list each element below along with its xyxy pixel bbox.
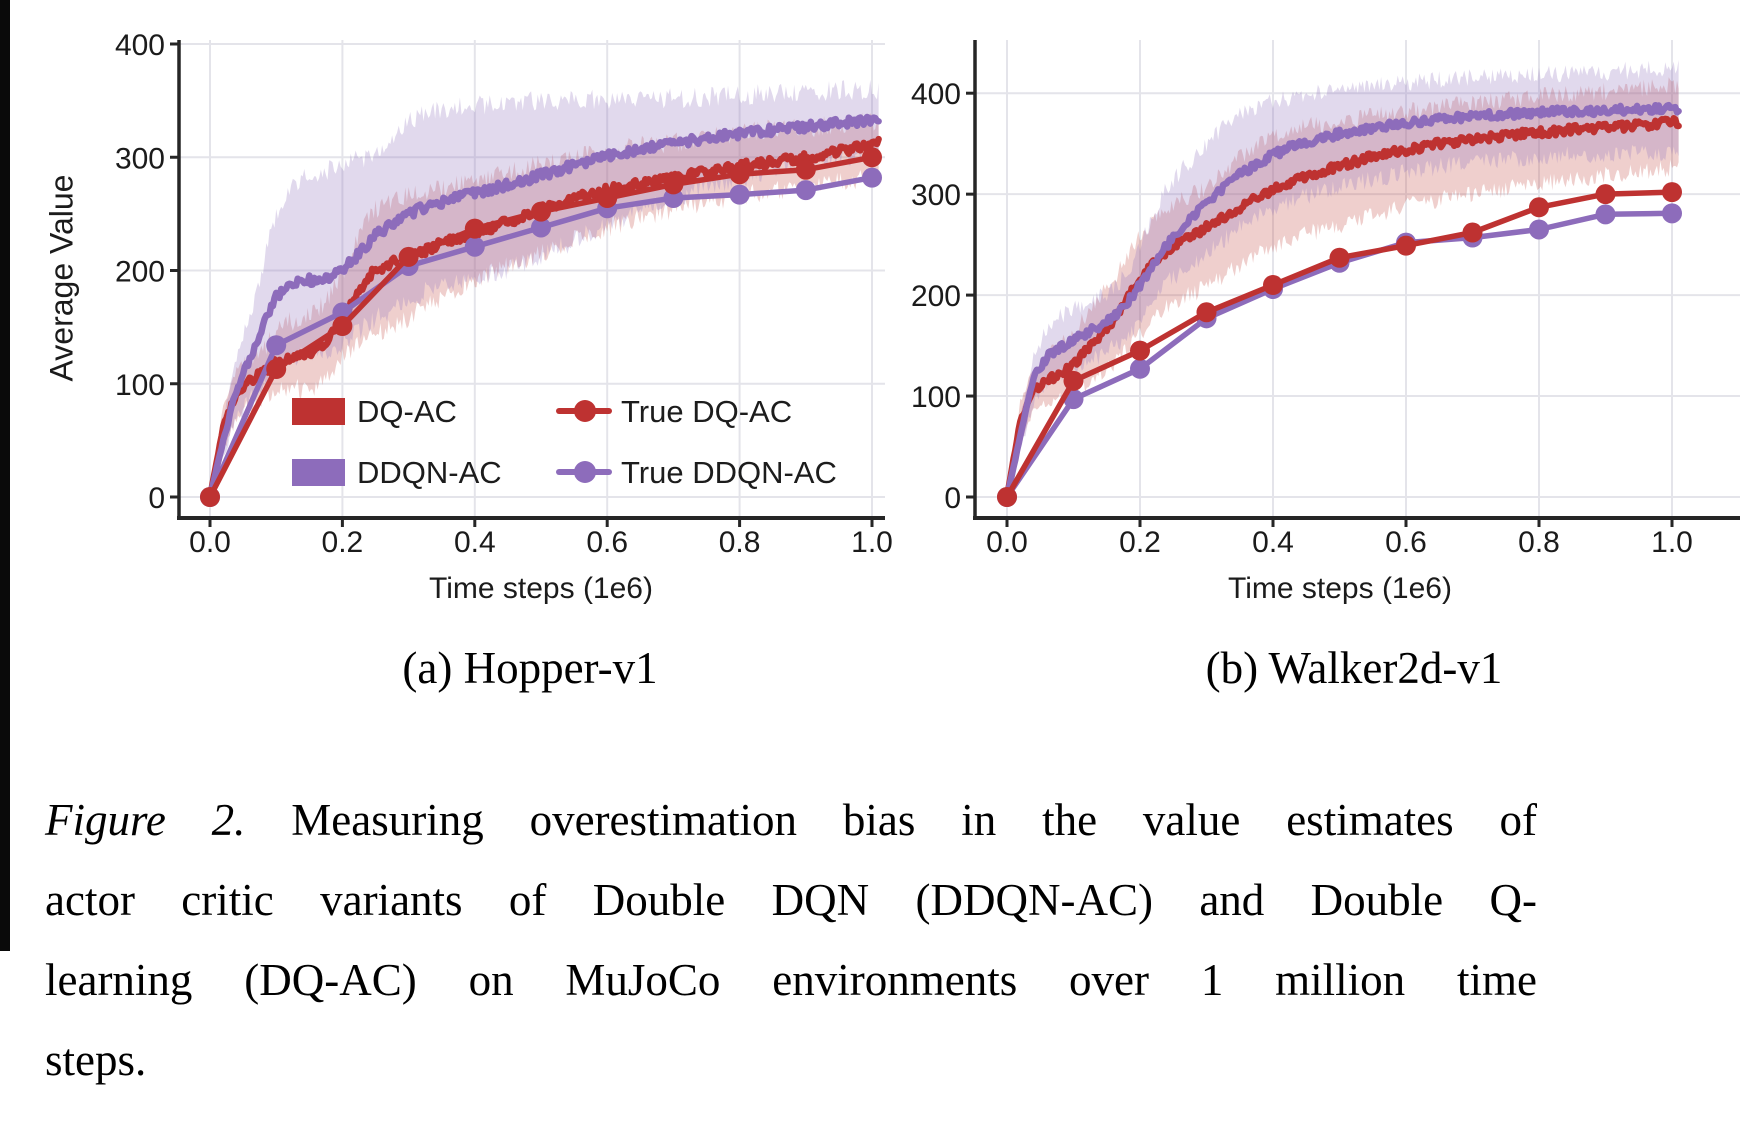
svg-text:400: 400 bbox=[911, 78, 961, 111]
svg-text:0.6: 0.6 bbox=[1385, 526, 1427, 559]
svg-text:0.4: 0.4 bbox=[454, 526, 496, 559]
caption-line-1-text: Measuring overestimation bias in the val… bbox=[245, 795, 1537, 845]
legend-dot-true-dq-ac bbox=[574, 400, 596, 422]
subcaption-hopper: (a) Hopper-v1 bbox=[402, 643, 658, 693]
svg-text:0.8: 0.8 bbox=[719, 526, 761, 559]
legend-label-true-dq-ac: True DQ-AC bbox=[621, 394, 793, 429]
legend-swatch-ddqn-ac bbox=[292, 459, 345, 486]
svg-text:300: 300 bbox=[115, 142, 165, 175]
legend-swatch-dq-ac bbox=[292, 398, 345, 425]
svg-text:1.0: 1.0 bbox=[1651, 526, 1693, 559]
svg-text:0.2: 0.2 bbox=[322, 526, 364, 559]
x-axis-label-walker: Time steps (1e6) bbox=[1228, 572, 1452, 605]
svg-text:0.6: 0.6 bbox=[586, 526, 628, 559]
caption-figure-number: Figure 2. bbox=[45, 795, 246, 845]
svg-text:100: 100 bbox=[911, 381, 961, 414]
legend-label-dq-ac: DQ-AC bbox=[357, 394, 457, 429]
svg-text:0.2: 0.2 bbox=[1119, 526, 1161, 559]
svg-text:0.0: 0.0 bbox=[986, 526, 1028, 559]
figure-caption: Figure 2. Measuring overestimation bias … bbox=[45, 780, 1537, 1100]
page-left-border-bar bbox=[0, 0, 10, 951]
legend-label-ddqn-ac: DDQN-AC bbox=[357, 455, 502, 490]
caption-line-4: steps. bbox=[45, 1035, 147, 1085]
svg-text:1.0: 1.0 bbox=[851, 526, 893, 559]
caption-line-1: Figure 2. Measuring overestimation bias … bbox=[45, 780, 1537, 860]
svg-text:100: 100 bbox=[115, 369, 165, 402]
caption-line-2: actor critic variants of Double DQN (DDQ… bbox=[45, 875, 1537, 925]
svg-text:300: 300 bbox=[911, 179, 961, 212]
svg-text:0: 0 bbox=[148, 482, 165, 515]
charts-canvas: 0 100 200 300 400 0.0 0.2 0.4 0.6 0.8 1.0 0 100 200 30… bbox=[115, 29, 1740, 559]
svg-text:0: 0 bbox=[944, 482, 961, 515]
legend-label-true-ddqn-ac: True DDQN-AC bbox=[621, 455, 837, 490]
caption-line-3: learning (DQ-AC) on MuJoCo environments … bbox=[45, 955, 1537, 1005]
svg-text:0.4: 0.4 bbox=[1252, 526, 1294, 559]
x-axis-label-hopper: Time steps (1e6) bbox=[429, 572, 653, 605]
subcaption-walker: (b) Walker2d-v1 bbox=[1205, 643, 1503, 693]
svg-text:0.0: 0.0 bbox=[189, 526, 231, 559]
svg-text:0.8: 0.8 bbox=[1518, 526, 1560, 559]
svg-text:200: 200 bbox=[911, 280, 961, 313]
svg-text:400: 400 bbox=[115, 29, 165, 62]
legend-dot-true-ddqn-ac bbox=[574, 461, 596, 483]
svg-text:200: 200 bbox=[115, 256, 165, 289]
y-axis-label-average-value: Average Value bbox=[43, 174, 80, 382]
